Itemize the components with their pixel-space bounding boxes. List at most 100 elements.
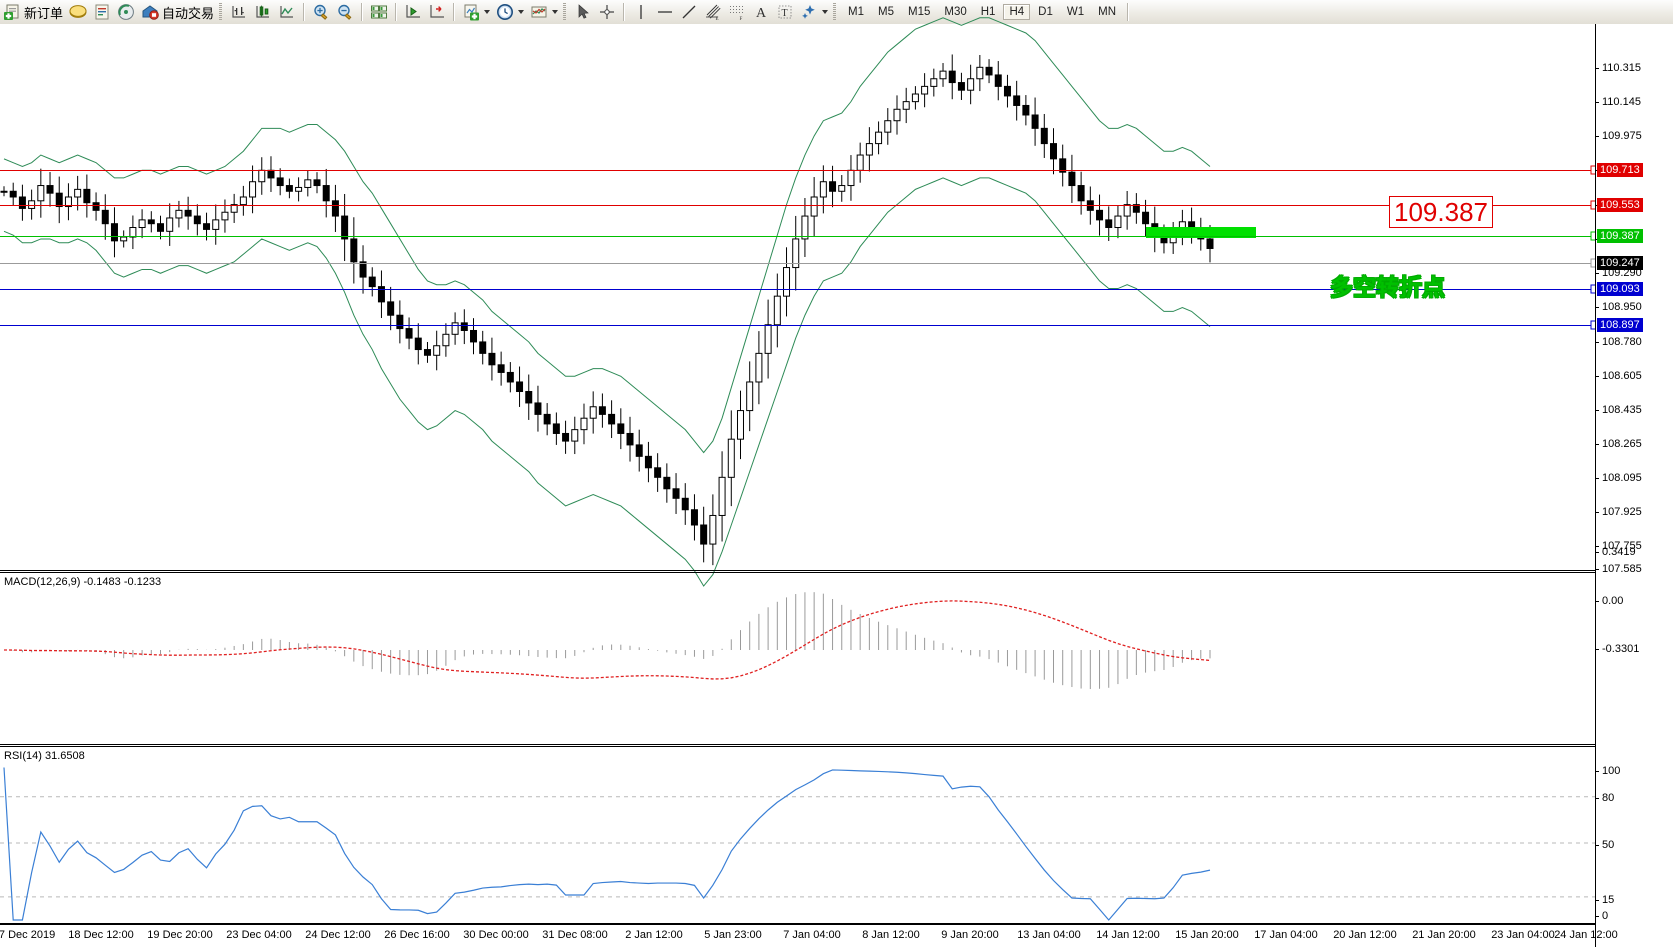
- toolbar-separator-4: [453, 3, 456, 21]
- candle-mode-button[interactable]: [251, 1, 275, 23]
- pivot-level-tag[interactable]: 109.387: [1597, 229, 1643, 243]
- price-tick-label: 108.435: [1602, 404, 1642, 416]
- timeframe-m5[interactable]: M5: [878, 6, 894, 18]
- rsi-tick: [1595, 916, 1599, 917]
- date-axis[interactable]: 17 Dec 2019 18 Dec 12:00 19 Dec 20:00 23 De…: [0, 924, 1618, 948]
- date-label: 19 Dec 20:00: [147, 929, 213, 941]
- timeframe-w1[interactable]: W1: [1066, 6, 1085, 18]
- timeframe-group: M1 M5 M15 M30 H1 H4 D1 W1 MN: [841, 4, 1123, 20]
- date-label: 30 Dec 00:00: [463, 929, 529, 941]
- horizontal-line-icon: [656, 3, 674, 21]
- macd-tick-label: 0.3419: [1602, 546, 1636, 558]
- price-axis[interactable]: 110.315110.145109.975109.800109.630109.4…: [1595, 24, 1673, 947]
- support-level-1-tag[interactable]: 109.093: [1597, 282, 1643, 296]
- date-label: 13 Jan 04:00: [1017, 929, 1081, 941]
- price-tick: [1595, 569, 1599, 570]
- timeframe-d1[interactable]: D1: [1038, 6, 1053, 18]
- macd-pane[interactable]: [0, 588, 1595, 740]
- timeframe-h4[interactable]: H4: [1003, 4, 1031, 20]
- horizontal-line-button[interactable]: [653, 1, 677, 23]
- support-level-2-tag[interactable]: 108.897: [1597, 318, 1643, 332]
- date-label: 5 Jan 23:00: [704, 929, 762, 941]
- resistance-level-1-tag[interactable]: 109.713: [1597, 163, 1643, 177]
- chinese-annotation: 多空转折点: [1330, 274, 1445, 300]
- date-label: 9 Jan 20:00: [941, 929, 999, 941]
- zoom-in-button[interactable]: [309, 1, 333, 23]
- auto-scroll-button[interactable]: [425, 1, 449, 23]
- resistance-level-2-tag[interactable]: 109.553: [1597, 198, 1643, 212]
- timeframe-mn[interactable]: MN: [1098, 6, 1116, 18]
- price-tick-label: 109.975: [1602, 130, 1642, 142]
- tile-windows-button[interactable]: [367, 1, 391, 23]
- macd-tick-label: -0.3301: [1602, 643, 1640, 655]
- resistance-level-2-line[interactable]: [0, 205, 1595, 206]
- line-mode-icon: [278, 3, 296, 21]
- rsi-tick: [1595, 771, 1599, 772]
- toolbar-grip-3[interactable]: [833, 3, 837, 21]
- indicators-dropdown-caret[interactable]: [484, 10, 491, 14]
- rsi-label: RSI(14) 31.6508: [4, 750, 85, 762]
- bid-price-level-tag[interactable]: 109.247: [1597, 256, 1643, 270]
- cursor-button[interactable]: [571, 1, 595, 23]
- macd-label: MACD(12,26,9) -0.1483 -0.1233: [4, 576, 162, 588]
- rsi-pane-bottom-border: [0, 923, 1595, 924]
- toolbar-separator-5: [623, 3, 626, 21]
- price-tick-label: 109.290: [1602, 267, 1642, 279]
- rsi-tick: [1595, 798, 1599, 799]
- period-button[interactable]: [493, 1, 527, 23]
- new-order-button[interactable]: 新订单: [0, 1, 66, 23]
- period-dropdown-caret[interactable]: [518, 10, 525, 14]
- auto-scroll-icon: [428, 3, 446, 21]
- rsi-pane-top-border-2: [0, 746, 1595, 747]
- chart-shift-button[interactable]: [401, 1, 425, 23]
- templates-button[interactable]: [527, 1, 561, 23]
- zoom-out-button[interactable]: [333, 1, 357, 23]
- new-order-icon: [3, 3, 21, 21]
- date-label: 26 Dec 16:00: [384, 929, 450, 941]
- objects-dropdown-caret[interactable]: [822, 10, 829, 14]
- main-toolbar: 新订单: [0, 0, 1673, 25]
- objects-icon: [800, 3, 818, 21]
- objects-button[interactable]: [797, 1, 831, 23]
- timeframe-h1[interactable]: H1: [980, 6, 996, 18]
- text-icon: A: [752, 3, 770, 21]
- price-tick-label: 108.095: [1602, 472, 1642, 484]
- rsi-pane[interactable]: [0, 762, 1595, 924]
- price-tick: [1595, 512, 1599, 513]
- support-level-2-line[interactable]: [0, 325, 1595, 326]
- auto-trading-label: 自动交易: [162, 5, 215, 21]
- bar-chart-button[interactable]: [66, 1, 90, 23]
- text-button[interactable]: A: [749, 1, 773, 23]
- templates-dropdown-caret[interactable]: [552, 10, 559, 14]
- date-label: 8 Jan 12:00: [862, 929, 920, 941]
- toolbar-grip-1[interactable]: [219, 3, 223, 21]
- price-chart-pane[interactable]: [0, 17, 1595, 587]
- bar-mode-button[interactable]: [227, 1, 251, 23]
- support-level-1-line[interactable]: [0, 289, 1595, 290]
- pivot-zone-highlight: [1146, 227, 1256, 238]
- timeframe-m30[interactable]: M30: [944, 6, 967, 18]
- indicators-button[interactable]: [459, 1, 493, 23]
- resistance-level-1-line[interactable]: [0, 170, 1595, 171]
- rsi-tick-label: 80: [1602, 792, 1615, 804]
- vertical-line-button[interactable]: [629, 1, 653, 23]
- candlestick-chart-icon: [93, 3, 111, 21]
- templates-icon: [530, 3, 548, 21]
- fibonacci-button[interactable]: E: [701, 1, 725, 23]
- timeframe-m15[interactable]: M15: [908, 6, 931, 18]
- auto-trading-button[interactable]: 自动交易: [138, 1, 217, 23]
- crosshair-button[interactable]: [595, 1, 619, 23]
- bid-price-level-line[interactable]: [0, 263, 1595, 264]
- line-mode-button[interactable]: [275, 1, 299, 23]
- trendline-button[interactable]: [677, 1, 701, 23]
- text-label-icon: T: [776, 3, 794, 21]
- toolbar-separator-2: [361, 3, 364, 21]
- fibonacci-fan-button[interactable]: F: [725, 1, 749, 23]
- timeframe-m1[interactable]: M1: [848, 6, 865, 18]
- candlestick-chart-button[interactable]: [90, 1, 114, 23]
- new-order-label: 新订单: [24, 5, 64, 21]
- text-label-button[interactable]: T: [773, 1, 797, 23]
- pivot-level-line[interactable]: [0, 236, 1595, 237]
- toolbar-grip-2[interactable]: [563, 3, 567, 21]
- line-chart-button[interactable]: [114, 1, 138, 23]
